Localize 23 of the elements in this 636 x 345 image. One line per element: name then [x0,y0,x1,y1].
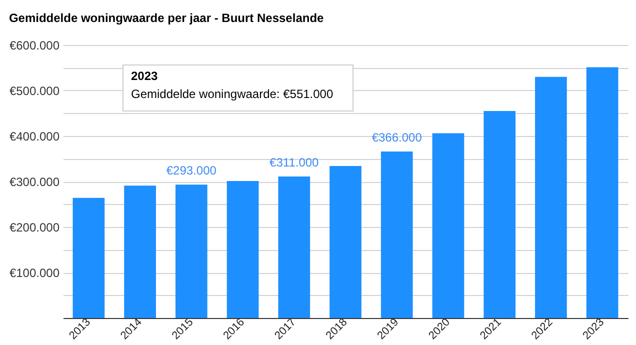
bar [432,133,464,318]
data-label: €311.000 [270,155,320,170]
annotation: 2023 [131,69,158,83]
data-label: €293.000 [166,164,217,178]
data-label: €366.000 [372,130,422,144]
y-tick-label: €500.000 [9,84,60,98]
y-tick-label: €100.000 [9,266,60,280]
bar [278,176,310,318]
bar [380,151,413,318]
bar [226,181,259,318]
bar [484,110,516,318]
y-tick-label: €200.000 [9,220,60,234]
bar [175,184,208,318]
bar [586,67,618,318]
bar [330,166,362,318]
chart-title: Gemiddelde woningwaarde per jaar - Buurt Nesselande [8,11,324,25]
y-tick-label: €400.000 [9,130,60,144]
annotation: Gemiddelde woningwaarde: €551.000 [131,87,334,101]
bar [72,198,105,318]
y-tick-label: €300.000 [9,175,60,189]
bar [535,76,567,318]
y-tick-label: €600.000 [9,38,60,52]
bar [124,186,156,318]
